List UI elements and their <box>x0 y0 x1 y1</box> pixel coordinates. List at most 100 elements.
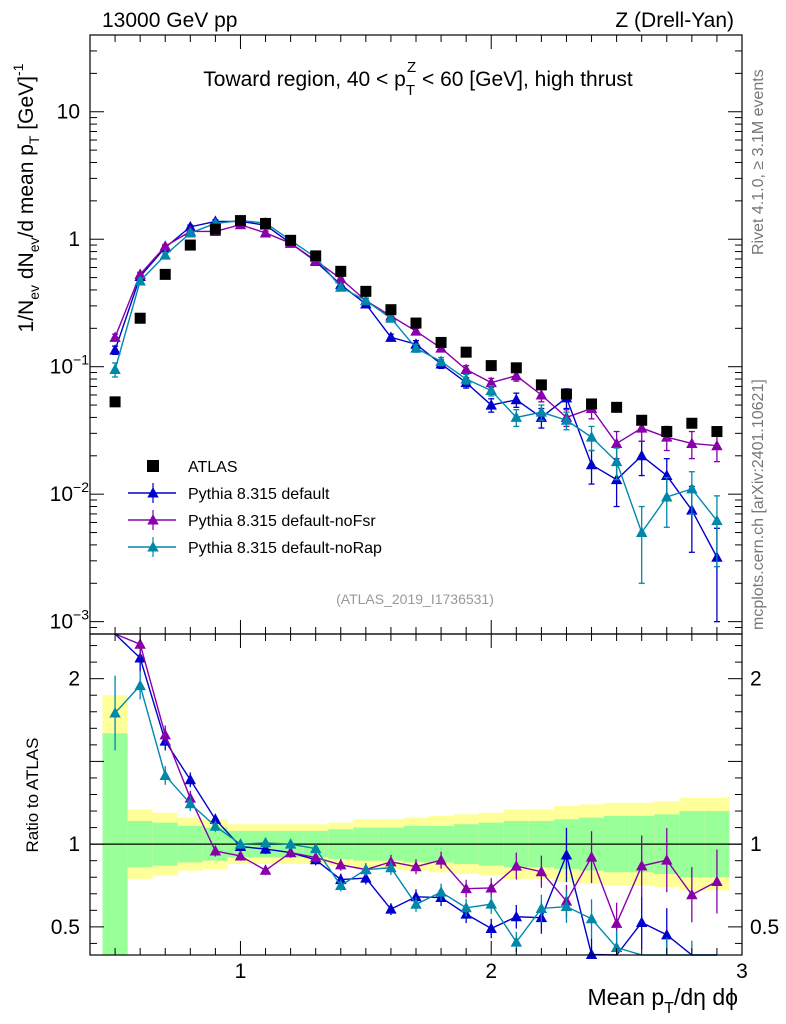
series-2-point-3 <box>184 226 197 238</box>
xlabel-post: /dη dϕ <box>674 984 738 1010</box>
series-2-point-23 <box>686 482 698 494</box>
y-tick-label: 10−3 <box>50 607 90 634</box>
series-0-point-15 <box>485 399 497 410</box>
atlas-point-20 <box>611 401 623 413</box>
series-1-point-20 <box>610 437 623 448</box>
xlabel-pre: Mean p <box>587 984 664 1010</box>
series-0-point-21 <box>635 449 648 461</box>
ratio-series-1-point-1 <box>134 638 146 649</box>
series-2-point-1 <box>134 275 146 286</box>
atlas-point-21 <box>636 414 648 426</box>
y-axis-label: 1/Nev dNev/d mean pT [GeV]-1 <box>10 63 42 332</box>
atlas-point-16 <box>510 362 522 374</box>
ratio-series-1-point-19 <box>585 851 598 862</box>
ratio-series-2-point-9 <box>335 879 347 891</box>
atlas-point-3 <box>184 239 196 251</box>
ratio-series-0-point-11 <box>385 903 397 914</box>
ratio-series-1-point-15 <box>485 881 497 893</box>
legend-marker-atlas <box>147 460 159 472</box>
ratio-series-1-point-4 <box>209 845 222 856</box>
ratio-series-0-point-15 <box>485 922 497 933</box>
ratio-series-2-point-17 <box>535 902 548 913</box>
ratio-series-1-point-12 <box>410 860 422 872</box>
ratio-y-axis-label: Ratio to ATLAS <box>23 738 42 853</box>
series-2-point-16 <box>510 411 523 422</box>
series-2-point-15 <box>485 384 497 396</box>
series-1-point-1 <box>134 268 146 279</box>
atlas-point-18 <box>560 388 572 400</box>
ratio-series-1-point-22 <box>661 854 673 865</box>
series-2-point-10 <box>360 294 372 306</box>
ratio-tick-label-right: 2 <box>750 668 762 691</box>
atlas-point-1 <box>134 312 146 324</box>
series-0-point-11 <box>385 331 397 342</box>
atlas-point-2 <box>159 268 171 280</box>
series-2-point-17 <box>535 406 548 417</box>
atlas-point-11 <box>385 304 397 316</box>
series-0-point-16 <box>510 393 523 405</box>
ratio-tick-label-left: 2 <box>68 668 80 691</box>
atlas-point-23 <box>686 417 698 429</box>
series-1-point-2 <box>159 240 171 251</box>
ratio-series-1-point-23 <box>686 888 698 900</box>
title-pre: Toward region, 40 < p <box>203 68 406 91</box>
series-2-point-24 <box>711 514 723 526</box>
atlas-point-8 <box>310 250 322 262</box>
y-tick-label: 10 <box>57 101 80 124</box>
ratio-series-2-point-2 <box>159 769 171 780</box>
ratio-series-2-point-14 <box>460 901 472 913</box>
ratio-series-2-point-20 <box>610 941 623 953</box>
legend-label-1: Pythia 8.315 default <box>188 486 330 503</box>
ratio-series-2-point-3 <box>184 797 197 809</box>
ratio-series-1-point-24 <box>711 875 723 887</box>
atlas-point-19 <box>586 398 598 410</box>
legend-label-3: Pythia 8.315 default-noRap <box>188 540 382 557</box>
ratio-series-0-point-12 <box>410 890 422 902</box>
series-1-point-14 <box>460 363 472 375</box>
title-sup: Z <box>407 59 416 76</box>
series-1-point-21 <box>635 422 648 433</box>
ratio-series-2-point-19 <box>585 912 598 924</box>
ratio-series-1-point-13 <box>435 854 447 865</box>
ratio-series-2-point-4 <box>209 820 222 831</box>
series-0-point-19 <box>585 458 598 470</box>
ratio-series-0-point-10 <box>360 872 372 883</box>
main-series <box>109 214 723 623</box>
ratio-series-2-point-0 <box>109 707 121 718</box>
ratio-series-2-point-10 <box>360 863 372 875</box>
series-2-point-2 <box>159 249 171 260</box>
ratio-series-2-point-5 <box>234 838 247 849</box>
legend-marker-3 <box>147 541 159 552</box>
series-2-point-13 <box>435 355 447 366</box>
atlas-point-4 <box>209 223 221 235</box>
atlas-point-12 <box>410 317 422 329</box>
ratio-series-2-point-1 <box>134 679 146 691</box>
series-1-point-9 <box>335 272 347 284</box>
ratio-series <box>109 633 723 959</box>
series-1-point-16 <box>510 369 523 381</box>
x-tick-label: 1 <box>235 960 247 983</box>
atlas-point-15 <box>485 360 497 372</box>
legend-marker-1 <box>147 487 159 498</box>
ratio-series-2-point-8 <box>309 842 322 854</box>
ratio-series-1-point-16 <box>510 860 523 871</box>
ratio-series-0-point-4 <box>209 813 222 824</box>
ratio-series-1-point-6 <box>259 864 272 875</box>
ratio-series-2-point-12 <box>410 898 422 909</box>
y-tick-label: 10−2 <box>50 479 90 506</box>
ratio-series-0-point-16 <box>510 910 523 922</box>
legend-marker-2 <box>147 514 159 525</box>
atlas-point-0 <box>109 396 121 408</box>
series-2-point-12 <box>410 342 422 353</box>
y-tick-label: 1 <box>68 228 80 251</box>
series-2-point-20 <box>610 455 623 467</box>
legend-label-0: ATLAS <box>188 459 238 476</box>
ratio-series-2-point-15 <box>485 898 497 909</box>
ratio-series-1-point-20 <box>610 917 623 928</box>
title-post: < 60 [GeV], high thrust <box>416 68 633 91</box>
x-axis-label: Mean pT/dη dϕ <box>587 984 738 1017</box>
ratio-series-0-point-6 <box>259 843 272 854</box>
ratio-series-1-point-9 <box>335 858 347 870</box>
ratio-series-2-point-7 <box>284 838 297 849</box>
